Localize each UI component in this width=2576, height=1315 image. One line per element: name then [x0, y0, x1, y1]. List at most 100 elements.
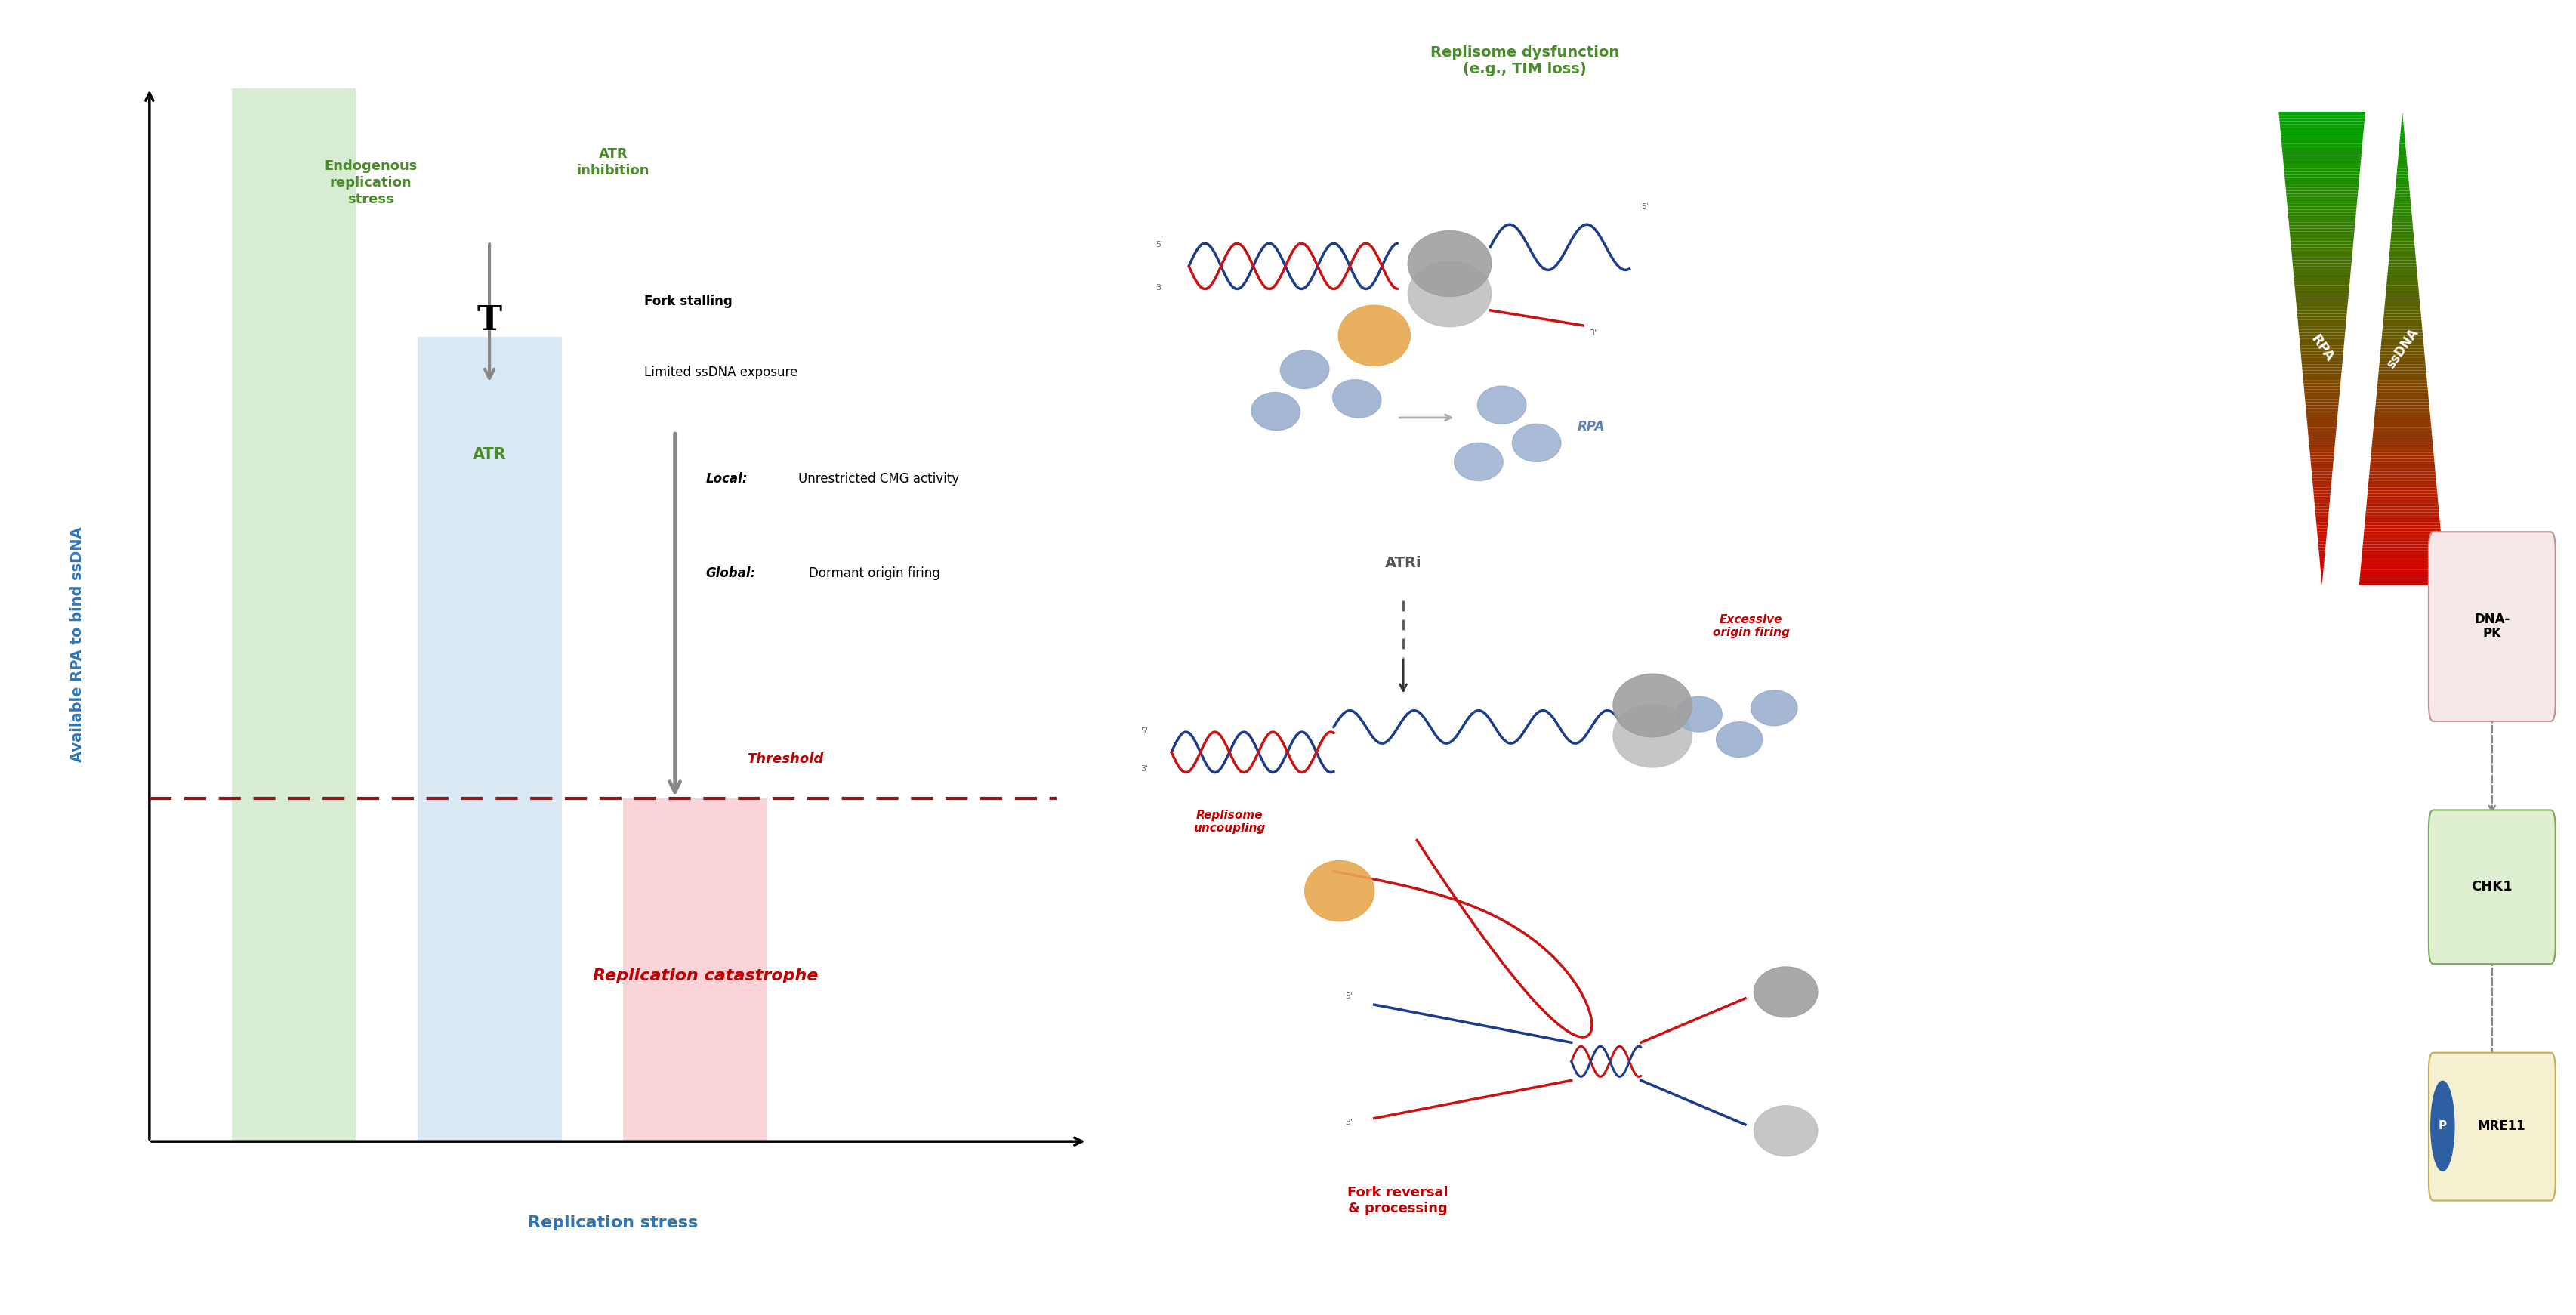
Polygon shape — [2398, 153, 2406, 156]
Polygon shape — [2280, 130, 2365, 134]
Polygon shape — [2393, 209, 2411, 213]
Polygon shape — [2295, 288, 2349, 292]
Polygon shape — [2378, 373, 2427, 377]
Polygon shape — [2298, 310, 2347, 314]
Polygon shape — [2316, 529, 2326, 531]
Polygon shape — [2383, 314, 2421, 317]
Polygon shape — [2303, 367, 2342, 371]
Polygon shape — [2300, 355, 2344, 358]
Polygon shape — [2391, 225, 2414, 229]
Polygon shape — [2375, 418, 2432, 421]
Polygon shape — [2393, 220, 2414, 222]
Polygon shape — [2282, 159, 2362, 162]
Polygon shape — [2388, 256, 2416, 260]
Polygon shape — [2380, 348, 2424, 351]
Polygon shape — [2287, 200, 2357, 204]
Ellipse shape — [1613, 705, 1692, 768]
Polygon shape — [2313, 497, 2331, 500]
Polygon shape — [2388, 267, 2416, 270]
Polygon shape — [2365, 529, 2439, 531]
Polygon shape — [2311, 450, 2334, 452]
Polygon shape — [2372, 427, 2432, 430]
Polygon shape — [2391, 241, 2414, 245]
Polygon shape — [2298, 323, 2347, 326]
Polygon shape — [2298, 333, 2344, 335]
Polygon shape — [2362, 560, 2445, 563]
Polygon shape — [2280, 125, 2365, 128]
Polygon shape — [2375, 405, 2429, 409]
Polygon shape — [2280, 128, 2365, 130]
Polygon shape — [2391, 247, 2416, 251]
Ellipse shape — [1512, 423, 1561, 462]
Polygon shape — [2321, 569, 2324, 572]
Polygon shape — [2318, 554, 2326, 556]
Polygon shape — [2313, 477, 2331, 481]
Polygon shape — [2303, 389, 2339, 393]
Polygon shape — [2370, 472, 2434, 475]
Ellipse shape — [1752, 690, 1798, 726]
Polygon shape — [2383, 317, 2421, 320]
Text: T: T — [477, 304, 502, 337]
Polygon shape — [2293, 256, 2352, 260]
Text: ATR: ATR — [471, 447, 507, 463]
Ellipse shape — [1479, 387, 1525, 423]
Polygon shape — [2303, 377, 2342, 380]
Polygon shape — [2311, 475, 2331, 477]
Polygon shape — [2282, 150, 2362, 153]
Polygon shape — [2280, 137, 2362, 141]
Polygon shape — [2308, 441, 2336, 443]
Polygon shape — [2298, 320, 2347, 323]
Polygon shape — [2388, 272, 2416, 276]
Polygon shape — [2295, 299, 2349, 301]
Polygon shape — [2383, 326, 2421, 330]
Polygon shape — [2370, 456, 2434, 459]
Polygon shape — [2287, 193, 2357, 197]
Polygon shape — [2385, 283, 2419, 285]
Polygon shape — [2380, 342, 2424, 346]
Polygon shape — [2360, 567, 2445, 569]
Polygon shape — [2385, 295, 2419, 299]
Polygon shape — [2318, 547, 2326, 551]
Polygon shape — [2362, 544, 2442, 547]
Polygon shape — [2385, 308, 2421, 310]
Polygon shape — [2311, 452, 2334, 456]
Polygon shape — [2318, 551, 2326, 554]
Polygon shape — [2365, 522, 2439, 525]
Polygon shape — [2380, 355, 2424, 358]
Polygon shape — [2308, 421, 2336, 425]
Polygon shape — [2383, 323, 2421, 326]
Polygon shape — [2375, 412, 2429, 414]
Polygon shape — [2365, 525, 2439, 529]
Polygon shape — [2378, 383, 2427, 387]
Polygon shape — [2398, 141, 2406, 143]
Bar — [417, 337, 562, 1141]
Polygon shape — [2398, 159, 2406, 162]
Polygon shape — [2290, 225, 2354, 229]
Polygon shape — [2306, 409, 2339, 412]
Text: Threshold: Threshold — [747, 752, 824, 765]
Polygon shape — [2378, 389, 2429, 393]
Bar — [623, 798, 768, 1141]
Text: Fork reversal
& processing: Fork reversal & processing — [1347, 1186, 1448, 1215]
Ellipse shape — [1754, 967, 1819, 1018]
Polygon shape — [2370, 475, 2437, 477]
Polygon shape — [2300, 348, 2344, 351]
Polygon shape — [2316, 525, 2329, 529]
Polygon shape — [2321, 567, 2324, 569]
Polygon shape — [2391, 245, 2414, 247]
Polygon shape — [2393, 200, 2411, 204]
Polygon shape — [2388, 276, 2419, 279]
Polygon shape — [2372, 446, 2434, 450]
Polygon shape — [2388, 270, 2416, 272]
Polygon shape — [2362, 554, 2442, 556]
Polygon shape — [2367, 497, 2437, 500]
Text: 5': 5' — [1141, 727, 1149, 735]
Polygon shape — [2311, 468, 2334, 472]
Polygon shape — [2385, 292, 2419, 295]
Polygon shape — [2401, 137, 2406, 141]
Polygon shape — [2383, 320, 2421, 323]
Polygon shape — [2311, 456, 2334, 459]
Polygon shape — [2318, 538, 2326, 540]
Polygon shape — [2318, 540, 2326, 544]
Polygon shape — [2306, 418, 2336, 421]
